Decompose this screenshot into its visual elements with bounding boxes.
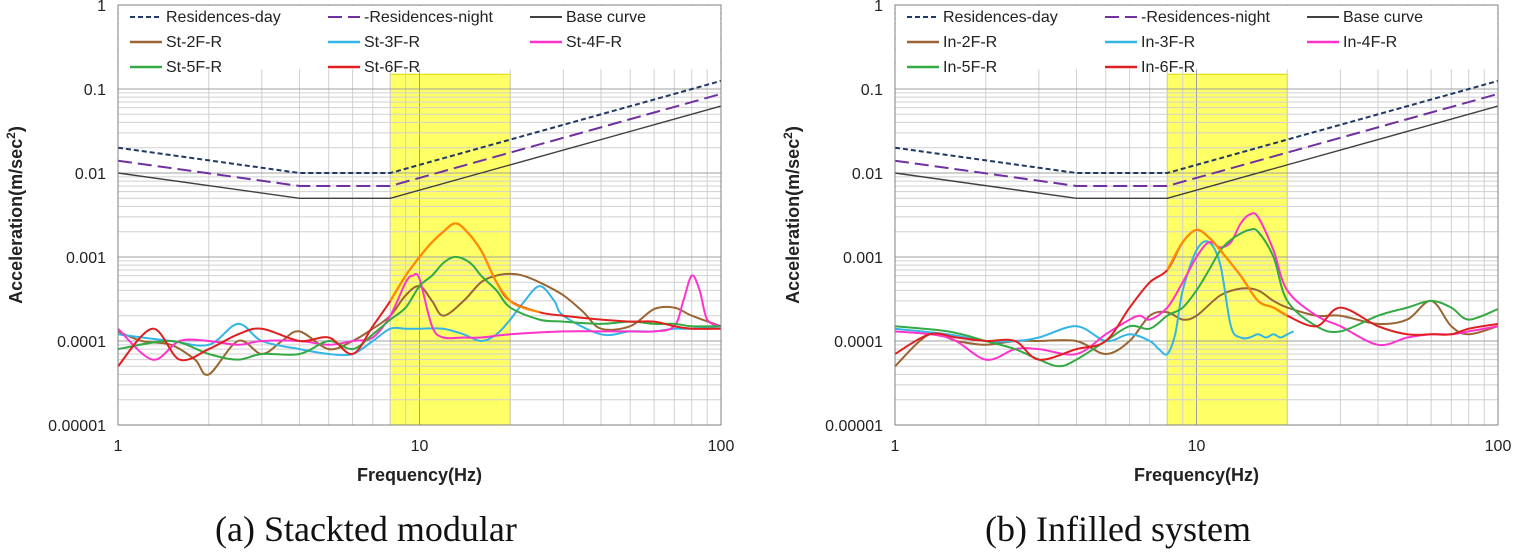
series-line-in-4f-r: [894, 212, 1499, 361]
series-line-residences-night: [117, 92, 722, 187]
series-line-st-4f-r: [117, 272, 722, 361]
legend-label: Residences-day: [943, 9, 1058, 26]
series-line-st-2f-r: [117, 272, 722, 376]
legend-label: In-2F-R: [943, 34, 997, 51]
legend-box: [896, 6, 1497, 70]
x-tick-label: 10: [411, 438, 429, 455]
legend-label: In-5F-R: [943, 59, 997, 76]
y-axis-label: Acceleration(m/sec2): [781, 126, 803, 304]
legend-label: Base curve: [566, 9, 646, 26]
chart-stacked-modular: Residences-day -Residences-night Base curv…: [4, 0, 735, 485]
legend-label: St-2F-R: [166, 34, 222, 51]
plot-frame: [117, 4, 722, 426]
y-tick-label: 0.01: [852, 166, 883, 183]
x-tick-label: 1: [891, 438, 900, 455]
y-tick-label: 0.001: [66, 250, 106, 267]
legend-label: St-4F-R: [566, 34, 622, 51]
x-tick-label: 10: [1188, 438, 1206, 455]
x-tick-label: 100: [708, 438, 735, 455]
x-tick-label: 1: [114, 438, 123, 455]
y-axis-label: Acceleration(m/sec2): [4, 126, 26, 304]
x-axis-label: Frequency(Hz): [1134, 465, 1259, 485]
legend-label: St-3F-R: [364, 34, 420, 51]
legend-label: Base curve: [1343, 9, 1423, 26]
caption-infilled-system: (b) Infilled system: [985, 509, 1251, 549]
series-line-orange-peak: [389, 222, 540, 314]
chart-infilled-system: Residences-day -Residences-night Base curv…: [781, 0, 1512, 485]
series-line-st-5f-r: [117, 255, 722, 361]
legend-label: St-6F-R: [364, 59, 420, 76]
y-tick-label: 0.00001: [825, 418, 883, 435]
series-line-residences-day: [894, 79, 1499, 174]
legend-label: Residences-day: [166, 9, 281, 26]
x-axis-label: Frequency(Hz): [357, 465, 482, 485]
y-tick-label: 0.00001: [48, 418, 106, 435]
legend-label: -Residences-night: [364, 9, 494, 26]
y-tick-label: 0.0001: [834, 334, 883, 351]
y-tick-label: 1: [874, 0, 883, 15]
series-line-residences-night: [894, 92, 1499, 187]
y-tick-label: 0.01: [75, 166, 106, 183]
series-line-base-curve: [117, 105, 722, 199]
highlight-band: [389, 73, 511, 426]
y-tick-label: 0.1: [84, 82, 106, 99]
caption-stacked-modular: (a) Stackted modular: [215, 509, 517, 549]
y-tick-label: 0.001: [843, 250, 883, 267]
legend-label: St-5F-R: [166, 59, 222, 76]
legend-label: -Residences-night: [1141, 9, 1271, 26]
y-tick-label: 0.0001: [57, 334, 106, 351]
series-line-base-curve: [894, 105, 1499, 199]
y-tick-label: 0.1: [861, 82, 883, 99]
legend-box: [119, 6, 720, 70]
legend-label: In-6F-R: [1141, 59, 1195, 76]
series-line-residences-day: [117, 79, 722, 174]
series-line-in-3f-r: [894, 240, 1295, 356]
x-tick-label: 100: [1485, 438, 1512, 455]
y-tick-label: 1: [97, 0, 106, 15]
series-line-st-3f-r: [117, 285, 722, 357]
series-line-orange-peak: [1166, 228, 1288, 317]
legend-label: In-3F-R: [1141, 34, 1195, 51]
legend-label: In-4F-R: [1343, 34, 1397, 51]
plot-frame: [894, 4, 1499, 426]
